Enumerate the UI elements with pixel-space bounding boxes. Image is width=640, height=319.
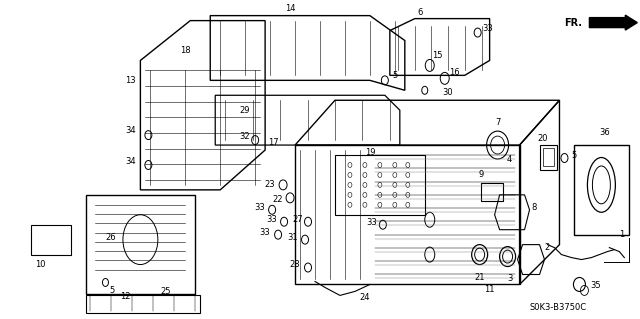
Text: 30: 30 (442, 88, 453, 97)
Text: 31: 31 (288, 233, 298, 242)
Text: 10: 10 (35, 260, 46, 269)
Text: 28: 28 (290, 260, 300, 269)
Text: 14: 14 (285, 4, 295, 13)
Text: 2: 2 (545, 243, 550, 252)
Text: 33: 33 (483, 24, 493, 33)
Text: 34: 34 (125, 126, 136, 135)
Bar (481, 183, 502, 201)
Text: 1: 1 (619, 230, 624, 239)
Bar (335, 155, 425, 215)
Text: 18: 18 (180, 46, 191, 55)
Bar (86, 295, 200, 313)
Text: 33: 33 (267, 215, 278, 224)
Text: 15: 15 (433, 51, 443, 60)
Bar (540, 145, 557, 170)
Text: 27: 27 (292, 215, 303, 224)
Text: 35: 35 (590, 281, 601, 290)
Text: S0K3-B3750C: S0K3-B3750C (529, 303, 587, 312)
Text: 24: 24 (360, 293, 370, 302)
Text: 16: 16 (449, 68, 460, 77)
Text: 8: 8 (532, 203, 537, 212)
Text: 33: 33 (255, 203, 266, 212)
Text: 36: 36 (599, 128, 610, 137)
Text: 25: 25 (160, 287, 171, 296)
Text: 33: 33 (260, 228, 271, 237)
Text: 12: 12 (120, 292, 131, 301)
Text: 5: 5 (110, 286, 115, 295)
FancyArrow shape (589, 15, 637, 30)
Bar (575, 145, 629, 235)
Text: 13: 13 (125, 76, 136, 85)
Text: 11: 11 (484, 285, 495, 294)
Text: 34: 34 (125, 158, 136, 167)
Text: 33: 33 (367, 218, 377, 227)
Text: 32: 32 (239, 132, 250, 141)
Text: 23: 23 (265, 180, 275, 189)
Bar (31, 225, 70, 255)
Text: 26: 26 (105, 233, 116, 242)
Text: 22: 22 (273, 195, 284, 204)
Text: 3: 3 (507, 274, 512, 283)
Text: 9: 9 (478, 170, 483, 179)
Text: 29: 29 (239, 106, 250, 115)
Text: 17: 17 (268, 137, 278, 146)
Text: 19: 19 (365, 147, 375, 157)
Text: 5: 5 (572, 151, 577, 160)
Bar (543, 148, 554, 166)
Text: 4: 4 (507, 155, 512, 165)
Text: FR.: FR. (564, 18, 582, 28)
Text: 5: 5 (392, 71, 397, 80)
Text: 7: 7 (495, 118, 500, 127)
Text: 20: 20 (537, 134, 548, 143)
Text: 6: 6 (417, 8, 422, 17)
Text: 21: 21 (474, 273, 485, 282)
